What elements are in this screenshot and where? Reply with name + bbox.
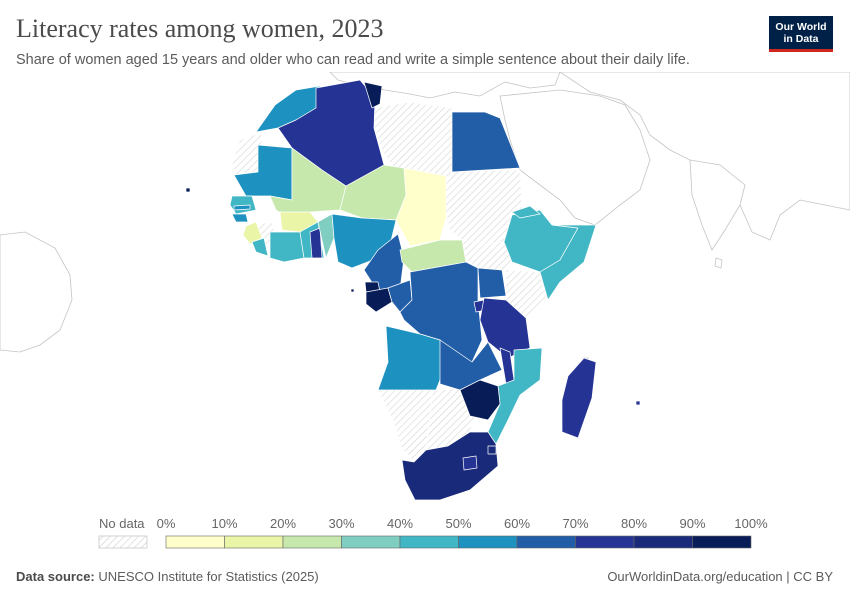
legend-tick-label: 70% (562, 516, 589, 531)
country-guinea-bissau[interactable] (231, 213, 249, 223)
country-eswatini[interactable] (487, 445, 497, 455)
data-source-label: Data source: (16, 569, 95, 584)
country-lesotho[interactable] (462, 455, 478, 471)
country-gambia[interactable] (233, 204, 251, 211)
logo-line-1: Our World (775, 21, 827, 33)
chart-title: Literacy rates among women, 2023 (16, 14, 384, 43)
country-togo[interactable] (309, 227, 323, 259)
outline-india (689, 159, 746, 251)
country-madagascar[interactable] (561, 357, 597, 439)
country-tunisia[interactable] (363, 81, 383, 109)
country-kenya[interactable] (505, 269, 547, 319)
legend-bin-1[interactable] (224, 535, 284, 549)
country-eritrea[interactable] (511, 205, 541, 219)
country-liberia[interactable] (251, 237, 269, 257)
chart-subtitle: Share of women aged 15 years and older w… (16, 52, 690, 68)
legend-bin-7[interactable] (575, 535, 635, 549)
legend-bin-9[interactable] (692, 535, 752, 549)
legend-tick-label: 50% (445, 516, 472, 531)
country-zimbabwe[interactable] (459, 379, 501, 421)
country-gabon[interactable] (365, 287, 393, 313)
legend-bin-4[interactable] (399, 535, 459, 549)
legend-tick-label: 40% (386, 516, 414, 531)
country-namibia[interactable] (377, 389, 433, 463)
outline-south-america (0, 231, 73, 353)
country-egypt[interactable] (451, 111, 521, 173)
country-south-africa[interactable] (401, 431, 499, 501)
legend-bin-0[interactable] (165, 535, 225, 549)
legend-tick-label: 100% (734, 516, 768, 531)
legend-bin-3[interactable] (341, 535, 401, 549)
footer-url[interactable]: OurWorldinData.org/education | CC BY (607, 569, 833, 584)
country-cote-divoire[interactable] (269, 231, 305, 263)
legend-tick-label: 20% (269, 516, 297, 531)
legend-scale (98, 535, 752, 549)
country-mauritius[interactable] (635, 400, 641, 406)
country-sao-tome[interactable] (350, 288, 355, 293)
legend-tick-label: 0% (156, 516, 176, 531)
legend-no-data-swatch (98, 535, 148, 549)
legend-tick-label: 60% (503, 516, 531, 531)
country-western-sahara[interactable] (231, 131, 263, 176)
legend-bin-6[interactable] (516, 535, 576, 549)
legend-tick-label: 30% (328, 516, 355, 531)
owid-logo[interactable]: Our World in Data (769, 16, 833, 52)
data-source-text[interactable]: UNESCO Institute for Statistics (2025) (98, 569, 319, 584)
country-senegal[interactable] (229, 195, 257, 215)
logo-line-2: in Data (783, 33, 819, 45)
legend-tick-label: 10% (211, 516, 238, 531)
country-uganda[interactable] (477, 267, 507, 299)
country-somalia[interactable] (539, 224, 597, 301)
country-zambia[interactable] (439, 339, 503, 391)
legend-bin-2[interactable] (282, 535, 342, 549)
legend-tick-label: 80% (620, 516, 648, 531)
legend-no-data-label: No data (99, 516, 145, 531)
choropleth-map (0, 72, 850, 501)
country-cape-verde[interactable] (185, 187, 191, 193)
outline-middle-east (499, 89, 651, 226)
country-chad[interactable] (395, 167, 447, 247)
country-south-sudan[interactable] (461, 239, 513, 271)
legend-tick-label: 90% (679, 516, 706, 531)
legend-bin-8[interactable] (633, 535, 693, 549)
legend-bin-5[interactable] (458, 535, 518, 549)
outline-sri-lanka (714, 257, 723, 269)
data-source: Data source: UNESCO Institute for Statis… (16, 569, 319, 584)
